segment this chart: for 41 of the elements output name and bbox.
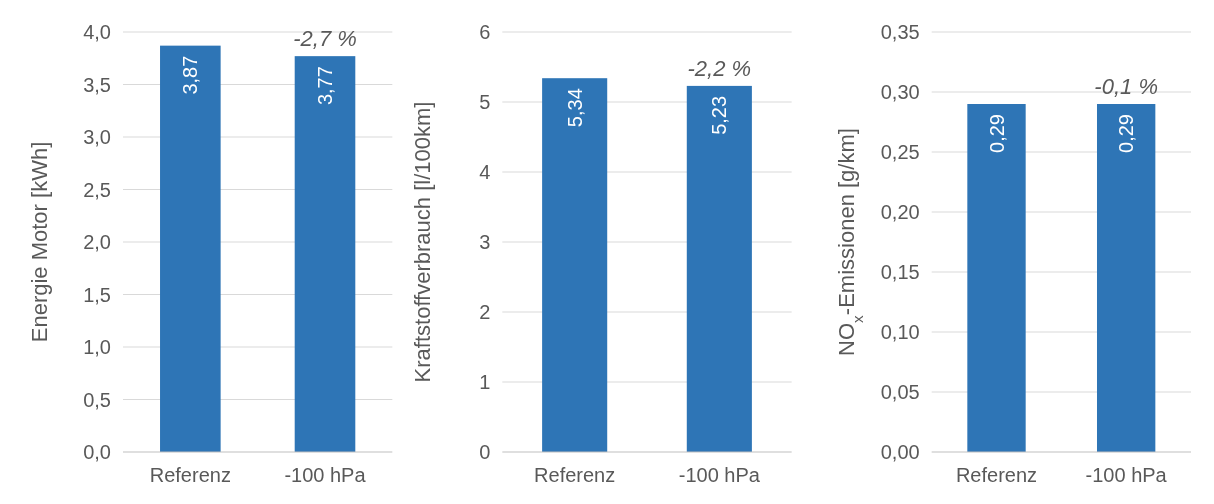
x-tick-label: Referenz (534, 464, 616, 486)
y-tick-label: 4 (479, 161, 491, 183)
x-tick-label: -100 hPa (1085, 464, 1168, 486)
y-tick-label: 0,30 (880, 81, 920, 103)
data-label: 3,87 (179, 55, 202, 95)
x-tick-label: -100 hPa (284, 464, 367, 486)
x-tick-label: -100 hPa (678, 464, 761, 486)
data-label: 5,34 (563, 88, 586, 128)
y-tick-label: 0 (479, 441, 491, 463)
y-tick-label: 0,00 (880, 441, 920, 463)
y-tick-label: 1,5 (83, 283, 111, 306)
data-label: 0,29 (985, 114, 1008, 153)
data-label: 0,29 (1115, 114, 1138, 153)
data-label: 5,23 (708, 95, 731, 135)
y-tick-label: 0,20 (880, 201, 920, 223)
y-tick-label: 3 (479, 231, 491, 253)
annotation: -0,1 % (1094, 74, 1158, 99)
y-tick-label: 3,5 (83, 73, 111, 96)
y-tick-label: 1,0 (83, 336, 111, 358)
y-tick-label: 0,25 (880, 141, 920, 163)
y-tick-label: 0,5 (83, 388, 111, 411)
y-tick-label: 4,0 (83, 21, 111, 43)
y-tick-label: 0,05 (880, 381, 920, 403)
y-tick-label: 6 (479, 21, 491, 43)
y-tick-label: 0,0 (83, 441, 111, 463)
y-tick-label: 2,5 (83, 178, 111, 201)
y-tick-label: 3,0 (83, 126, 111, 148)
annotation: -2,2 % (687, 55, 752, 81)
annotation: -2,7 % (293, 26, 357, 52)
y-axis-title: Kraftstoffverbrauch [l/100km] (410, 101, 436, 383)
x-tick-label: Referenz (955, 464, 1038, 486)
x-tick-label: Referenz (149, 464, 231, 486)
y-tick-label: 1 (479, 371, 491, 393)
y-tick-label: 2,0 (83, 231, 111, 253)
y-tick-label: 0,15 (880, 261, 920, 283)
y-tick-label: 2 (479, 301, 491, 323)
data-label: 3,77 (314, 66, 336, 106)
y-axis-title: Energie Motor [kWh] (27, 141, 52, 343)
y-tick-label: 0,35 (880, 21, 920, 43)
y-tick-label: 0,10 (880, 321, 920, 343)
y-tick-label: 5 (479, 91, 491, 113)
